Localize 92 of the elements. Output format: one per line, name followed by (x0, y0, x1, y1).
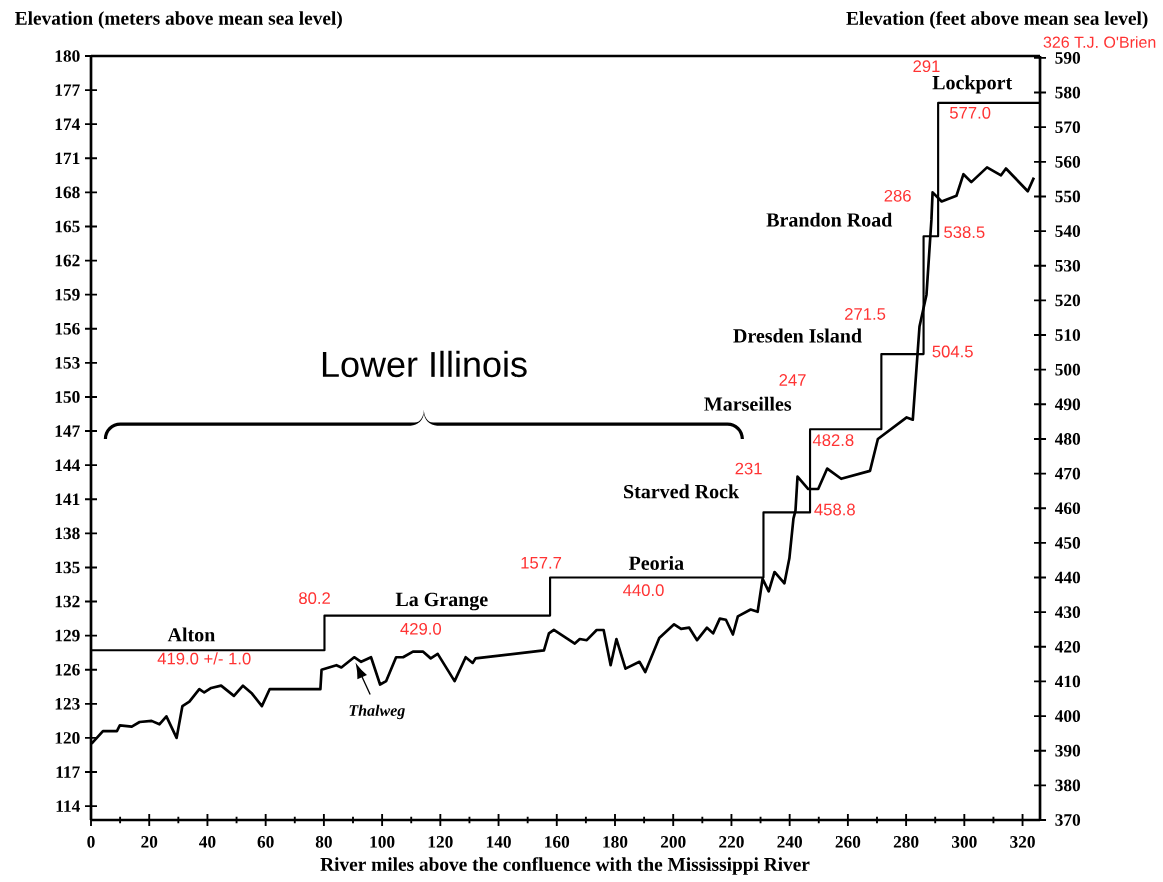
y-tick-label: 150 (55, 391, 80, 403)
y2-tick-label: 450 (1054, 537, 1081, 549)
y-tick-label: 168 (55, 186, 80, 199)
y-tick-label: 156 (55, 322, 80, 335)
y-tick-label: 159 (55, 288, 80, 301)
x-axis-title: River miles above the confluence with the Mississippi River (320, 857, 810, 875)
y-tick-label: 147 (55, 425, 80, 437)
y-tick-label: 174 (55, 118, 80, 130)
annotation: 247 (779, 374, 806, 386)
annotation: Alton (167, 627, 216, 642)
y2-tick-label: 420 (1054, 640, 1081, 653)
y-tick-label: 123 (55, 698, 80, 710)
y2-tick-label: 410 (1054, 675, 1081, 688)
y2-tick-label: 530 (1055, 259, 1081, 272)
y-axis-title: Elevation (meters above mean sea level) (15, 11, 342, 29)
y2-tick-label: 470 (1054, 467, 1081, 480)
annotation: 458.8 (814, 503, 855, 516)
y2-tick-label: 560 (1055, 155, 1081, 168)
x-tick-label: 40 (199, 836, 216, 848)
annotation: 80.2 (299, 592, 330, 605)
x-tick-label: 260 (835, 836, 861, 848)
x-tick-label: 60 (257, 836, 274, 848)
y2-tick-label: 400 (1054, 710, 1081, 722)
y2-tick-label: 550 (1055, 190, 1081, 203)
annotation: Starved Rock (624, 484, 740, 499)
x-tick-label: 240 (777, 836, 802, 848)
x-tick-label: 80 (315, 836, 332, 848)
y2-tick-label: 570 (1055, 121, 1081, 134)
x-tick-label: 180 (603, 836, 628, 848)
y-tick-label: 153 (55, 357, 80, 369)
annotation: 538.5 (944, 226, 985, 239)
annotation: Lower Illinois (322, 350, 527, 378)
x-tick-label: 200 (660, 836, 686, 848)
x-tick-label: 120 (428, 836, 453, 848)
y2-tick-label: 460 (1054, 502, 1081, 515)
y2-tick-label: 540 (1055, 225, 1081, 237)
x-tick-label: 20 (141, 836, 158, 848)
x-tick-label: 100 (370, 836, 395, 848)
y-tick-label: 132 (55, 595, 80, 608)
annotation: Peoria (628, 555, 684, 570)
annotation: 482.8 (812, 434, 854, 447)
annotation: 286 (884, 189, 911, 202)
y-tick-label: 129 (55, 629, 80, 642)
y2-tick-label: 440 (1054, 571, 1081, 584)
annotation: 231 (735, 462, 762, 475)
annotation: 291 (913, 60, 940, 73)
annotation: 440.0 (623, 584, 664, 597)
annotation: 419.0 +/- 1.0 (157, 652, 251, 665)
annotation: Thalweg (349, 704, 405, 720)
x-tick-label: 0 (87, 836, 95, 848)
annotation: 504.5 (932, 345, 973, 358)
y-tick-label: 180 (55, 50, 80, 62)
annotation: La Grange (395, 592, 488, 611)
y-tick-label: 114 (56, 800, 80, 812)
y2-tick-label: 590 (1055, 52, 1081, 64)
annotation: 271.5 (845, 308, 886, 320)
x-tick-label: 320 (1010, 836, 1035, 848)
y-tick-label: 138 (55, 527, 80, 540)
y2-axis-title: Elevation (feet above mean sea level) (846, 11, 1148, 29)
x-tick-label: 300 (951, 836, 977, 848)
y-tick-label: 144 (55, 459, 80, 471)
y-tick-label: 126 (55, 663, 80, 676)
text: 326 T.J. O'Brien (1043, 36, 1156, 48)
y-tick-label: 171 (55, 152, 80, 164)
annotation: Lockport (932, 75, 1013, 94)
annotation: Brandon Road (766, 212, 893, 227)
annotation: 429.0 (400, 622, 442, 635)
x-tick-label: 140 (486, 836, 511, 848)
y2-tick-label: 380 (1055, 779, 1081, 792)
x-tick-label: 220 (719, 836, 744, 848)
x-tick-label: 280 (893, 836, 919, 848)
y2-tick-label: 390 (1055, 744, 1081, 757)
x-tick-label: 160 (545, 836, 570, 848)
annotation: Dresden Island (733, 328, 862, 343)
y-tick-label: 177 (55, 84, 80, 96)
annotation: 157.7 (521, 557, 562, 569)
y2-tick-label: 430 (1054, 606, 1081, 618)
y-tick-label: 141 (55, 493, 80, 505)
annotation: 577.0 (949, 106, 991, 119)
y2-tick-label: 580 (1055, 86, 1081, 99)
y2-tick-label: 490 (1054, 398, 1081, 411)
y2-tick-label: 500 (1055, 363, 1081, 376)
y-tick-label: 165 (55, 220, 80, 233)
y2-tick-label: 370 (1055, 814, 1081, 826)
y2-tick-label: 510 (1055, 329, 1081, 341)
annotation: Marseilles (704, 396, 792, 411)
y2-tick-label: 520 (1055, 294, 1081, 307)
y-tick-label: 135 (55, 561, 80, 574)
y-tick-label: 117 (56, 766, 80, 778)
y-tick-label: 120 (55, 732, 80, 744)
y2-tick-label: 480 (1054, 433, 1081, 445)
y-tick-label: 162 (55, 254, 80, 267)
